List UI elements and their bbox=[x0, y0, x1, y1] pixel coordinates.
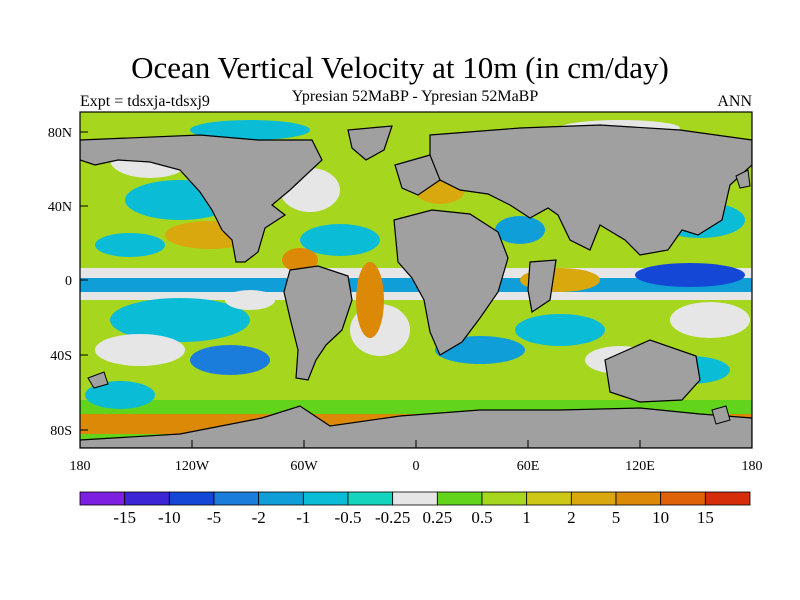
field-patch bbox=[190, 120, 310, 140]
land-layer bbox=[80, 124, 752, 448]
period-label: Ypresian 52MaBP - Ypresian 52MaBP bbox=[291, 88, 539, 105]
land-europe bbox=[394, 154, 441, 196]
colorbar: -15 -10 -5 -2 -1 -0.5 -0.25 0.25 0.5 1 2 5 10 15 bbox=[79, 491, 751, 527]
land-north-america bbox=[80, 134, 323, 263]
x-tick-label: 120E bbox=[625, 459, 655, 474]
y-tick-label: 0 bbox=[65, 274, 72, 289]
land-south-america bbox=[283, 265, 353, 381]
y-tick-label: 40S bbox=[50, 349, 72, 364]
colorbar-label: -10 bbox=[158, 508, 181, 527]
colorbar-swatch bbox=[392, 491, 438, 506]
colorbar-swatch bbox=[481, 491, 528, 506]
land-australia bbox=[604, 339, 701, 403]
experiment-label: Expt = tdsxja-tdsxj9 bbox=[80, 93, 210, 110]
x-tick-label: 180 bbox=[70, 459, 91, 474]
colorbar-swatch bbox=[347, 491, 394, 506]
x-tick-label: 60W bbox=[290, 459, 318, 474]
field-patch bbox=[80, 292, 752, 300]
land-africa bbox=[393, 209, 509, 356]
field-patch bbox=[635, 263, 745, 287]
page-title: Ocean Vertical Velocity at 10m (in cm/da… bbox=[131, 50, 669, 85]
y-axis bbox=[80, 131, 88, 431]
x-axis bbox=[79, 440, 753, 448]
land-india bbox=[527, 259, 557, 314]
y-tick-label: 40N bbox=[48, 200, 72, 215]
land-eurasia bbox=[429, 124, 752, 256]
field-patch bbox=[300, 224, 380, 256]
colorbar-label: -1 bbox=[296, 508, 310, 527]
land-island bbox=[711, 405, 731, 425]
x-tick-label: 0 bbox=[413, 459, 420, 474]
colorbar-label: -15 bbox=[113, 508, 136, 527]
colorbar-label: 5 bbox=[612, 508, 621, 527]
field-patch bbox=[95, 233, 165, 257]
colorbar-label: -0.5 bbox=[335, 508, 362, 527]
colorbar-swatch bbox=[615, 491, 662, 506]
colorbar-swatch bbox=[213, 491, 260, 506]
x-tick-label: 60E bbox=[517, 459, 540, 474]
field-patch bbox=[190, 345, 270, 375]
colorbar-label: -5 bbox=[207, 508, 221, 527]
field-patch bbox=[495, 216, 545, 244]
land-island bbox=[735, 169, 751, 189]
land-greenland bbox=[347, 125, 393, 161]
y-tick-label: 80N bbox=[48, 126, 72, 141]
field-patch bbox=[225, 290, 275, 310]
colorbar-label: 0.5 bbox=[471, 508, 492, 527]
x-tick-label: 120W bbox=[175, 459, 210, 474]
season-label: ANN bbox=[717, 93, 752, 110]
colorbar-swatch bbox=[79, 491, 126, 506]
land-island bbox=[87, 371, 109, 389]
colorbar-label: 1 bbox=[522, 508, 531, 527]
colorbar-label: 15 bbox=[697, 508, 714, 527]
colorbar-swatch bbox=[570, 491, 617, 506]
y-tick-label: 80S bbox=[50, 424, 72, 439]
x-tick-label: 180 bbox=[742, 459, 763, 474]
land-antarctica bbox=[80, 405, 752, 448]
field-patch bbox=[356, 262, 384, 338]
colorbar-swatch bbox=[660, 491, 706, 506]
colorbar-swatch bbox=[704, 491, 751, 506]
colorbar-label: -0.25 bbox=[375, 508, 410, 527]
colorbar-label: 0.25 bbox=[422, 508, 452, 527]
colorbar-swatch bbox=[124, 491, 170, 506]
field-patch bbox=[515, 314, 605, 346]
colorbar-swatch bbox=[302, 491, 349, 506]
colorbar-label: 2 bbox=[567, 508, 576, 527]
field-patch bbox=[110, 298, 250, 342]
colorbar-swatch bbox=[258, 491, 304, 506]
field-patch bbox=[670, 302, 750, 338]
colorbar-swatch bbox=[168, 491, 215, 506]
colorbar-swatch bbox=[526, 491, 572, 506]
field-patch bbox=[95, 334, 185, 366]
field-patch bbox=[282, 248, 318, 272]
colorbar-swatch bbox=[436, 491, 483, 506]
field-patch bbox=[85, 381, 155, 409]
colorbar-label: 10 bbox=[652, 508, 669, 527]
colorbar-label: -2 bbox=[252, 508, 266, 527]
